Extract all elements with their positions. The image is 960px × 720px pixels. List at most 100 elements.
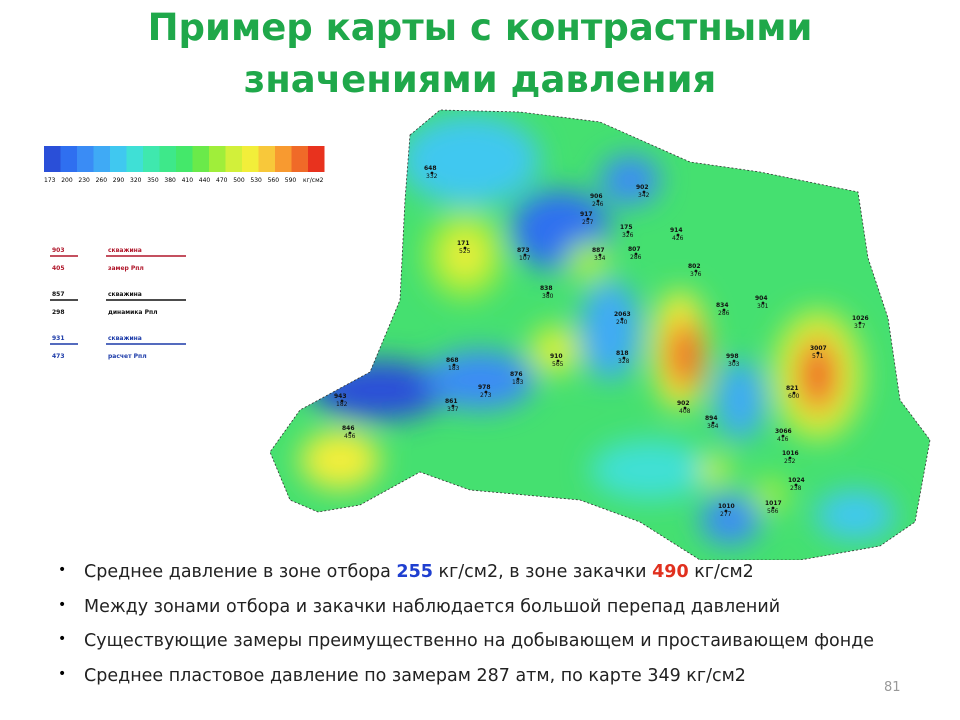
well-number: 818 [616,350,629,357]
well-value: 277 [720,511,732,518]
well-marker [586,217,590,221]
well-number: 834 [716,302,729,309]
well-marker [781,434,785,438]
well-value: 257 [582,219,594,226]
key-bottom: 298 [52,309,65,316]
scale-label: 350 [147,177,159,184]
bullet: • Среднее давление в зоне отбора 255 кг/с… [58,562,874,597]
scale-swatch [159,146,176,172]
well-marker [858,321,862,325]
key-line1: скважина [108,291,142,298]
well-marker [794,483,798,487]
key-line1: скважина [108,247,142,254]
well-value: 246 [592,201,604,208]
well-number: 807 [628,246,641,253]
well-marker [340,399,344,403]
key-bottom: 405 [52,265,65,272]
well-value: 286 [630,254,642,261]
well-number: 906 [590,193,603,200]
bullet-dot: • [58,596,67,613]
well-marker [634,252,638,256]
scale-swatch [242,146,259,172]
well-value: 342 [638,192,650,199]
scale-label: 290 [113,177,125,184]
scale-swatch [176,146,193,172]
scale-swatch [110,146,127,172]
well-value: 252 [784,458,796,465]
bullet-text: Среднее пластовое давление по замерам 28… [84,665,746,686]
well-number: 1016 [782,450,799,457]
well-value: 107 [519,255,531,262]
well-number: 910 [550,353,563,360]
well-marker [761,301,765,305]
well-number: 3007 [810,345,827,352]
scale-label: 530 [250,177,262,184]
title-line: Пример карты с контрастными [147,6,813,49]
well-value: 380 [542,293,554,300]
well-marker [694,269,698,273]
scale-label: 200 [61,177,73,184]
well-value: 301 [757,303,769,310]
bullet-text: 490 [652,562,689,582]
well-number: 846 [342,425,355,432]
scale-swatch [258,146,275,172]
well-marker [598,253,602,257]
bullet-dot: • [58,665,67,682]
well-number: 3066 [775,428,792,435]
scale-label: 590 [285,177,297,184]
wells: 6483329062469023429172571753269144261715… [334,165,869,518]
bullet-text: Среднее давление в зоне отбора [84,562,397,582]
well-marker [596,199,600,203]
well-marker [484,390,488,394]
scale-label: 560 [268,177,280,184]
well-marker [348,431,352,435]
well-marker [626,230,630,234]
scale-swatch [192,146,209,172]
well-number: 914 [670,227,683,234]
scale-label: 173 [44,177,56,184]
well-marker [683,406,687,410]
color-scale: 173 200 230 260 290 320 350 380 410 440 470 500 530 5… [44,146,325,184]
well-number: 943 [334,393,347,400]
well-value: 303 [728,361,740,368]
scale-swatch [77,146,94,172]
well-marker [788,456,792,460]
bullet: • Среднее пластовое давление по замерам 2… [58,666,874,701]
title-line: значениями давления [243,58,717,101]
key-line1: скважина [108,335,142,342]
scale-swatch [126,146,143,172]
well-number: 902 [636,184,649,191]
key-line2: расчет Рпл [108,353,147,360]
well-value: 238 [790,485,802,492]
well-number: 1017 [765,500,782,507]
well-number: 917 [580,211,593,218]
well-number: 802 [688,263,701,270]
well-number: 902 [677,400,690,407]
scale-label: 410 [182,177,194,184]
bullet-text: Между зонами отбора и закачки наблюдаетс… [84,596,781,617]
well-marker [642,190,646,194]
well-number: 1026 [852,315,869,322]
well-marker [620,317,624,321]
pressure-map: 173 200 230 260 290 320 350 380 410 440 470 500 530 5… [44,109,931,560]
well-value: 456 [344,433,356,440]
well-value: 328 [618,358,630,365]
well-number: 904 [755,295,768,302]
well-number: 873 [517,247,530,254]
well-number: 876 [510,371,523,378]
well-number: 821 [786,385,799,392]
well-value: 408 [679,408,691,415]
scale-swatch [143,146,160,172]
scale-swatch [209,146,226,172]
well-marker [430,171,434,175]
page-number: 81 [884,680,901,695]
well-number: 838 [540,285,553,292]
well-value: 182 [336,401,348,408]
well-value: 332 [426,173,438,180]
well-value: 364 [707,423,719,430]
well-number: 175 [620,224,633,231]
well-value: 566 [767,508,779,515]
well-marker [792,391,796,395]
well-value: 183 [448,365,460,372]
